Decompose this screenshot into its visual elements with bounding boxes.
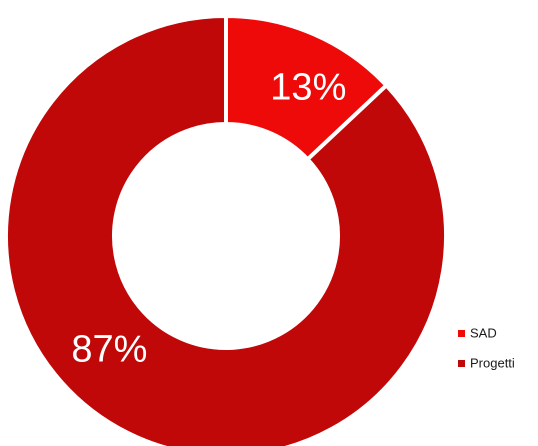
- legend-label-progetti: Progetti: [470, 355, 515, 370]
- legend-swatch-progetti: [458, 360, 465, 367]
- legend-label-sad: SAD: [470, 325, 497, 340]
- slices-group: [4, 13, 448, 446]
- data-label-sad: 13%: [270, 66, 346, 108]
- legend-swatch-sad: [458, 330, 465, 337]
- slice-progetti: [4, 13, 448, 446]
- legend: SAD Progetti: [458, 325, 515, 370]
- slice-labels-group: 13% 87%: [71, 66, 346, 370]
- data-label-progetti: 87%: [71, 328, 147, 370]
